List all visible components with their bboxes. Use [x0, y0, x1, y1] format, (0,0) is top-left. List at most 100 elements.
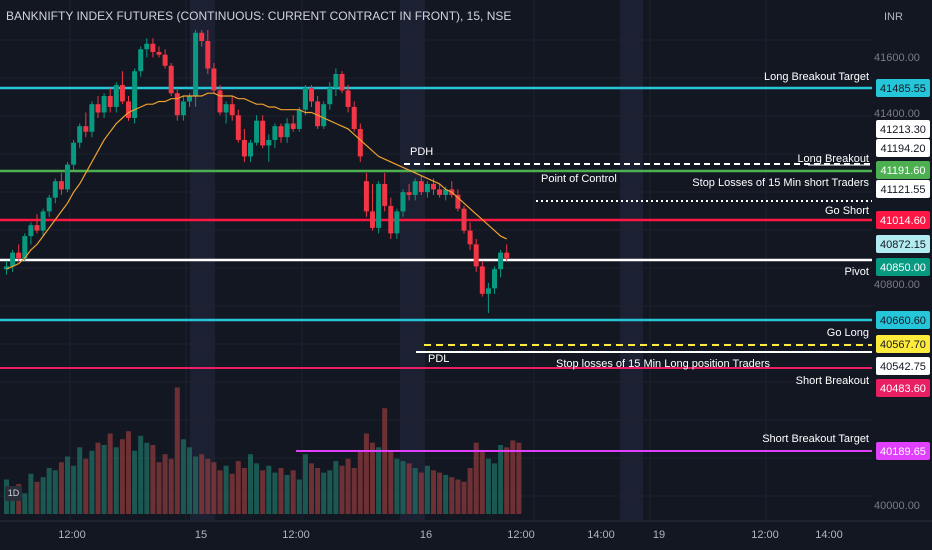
candle-body: [162, 54, 168, 66]
volume-bar: [309, 463, 314, 514]
volume-bar: [199, 454, 205, 514]
candlesticks: [4, 30, 510, 314]
volume-bar: [119, 439, 125, 514]
price-tick-label: 41400.00: [874, 108, 920, 120]
volume-bar: [321, 472, 327, 514]
currency-label: INR: [884, 11, 903, 23]
candle-body: [321, 104, 327, 127]
candle-body: [388, 205, 394, 234]
candle-body: [193, 32, 199, 96]
volume-bar: [443, 474, 449, 514]
candle-body: [278, 126, 284, 138]
price-axis: 41600.00 41400.00 40800.00 40000.00 41485.55…: [873, 0, 932, 520]
candle-body: [339, 73, 345, 91]
volume-bar: [187, 447, 192, 514]
candle-body: [168, 65, 174, 94]
candle-body: [180, 101, 186, 116]
volume-bar: [388, 451, 394, 514]
volume-bar: [406, 463, 412, 514]
volume-bar: [217, 470, 223, 514]
candle-body: [52, 181, 58, 198]
volume-bar: [229, 473, 235, 514]
candle-body: [254, 120, 260, 143]
candle-body: [46, 197, 52, 212]
candle-body: [485, 288, 491, 294]
volume-bar: [516, 442, 522, 514]
price-tag: [876, 357, 930, 375]
price-tick-label: 41600.00: [874, 52, 920, 64]
candle-body: [223, 104, 229, 113]
price-tag: [876, 258, 930, 276]
level-label: Go Long: [827, 327, 869, 339]
volume-bar: [254, 463, 260, 514]
candle-body: [370, 211, 375, 228]
volume-bar: [101, 445, 107, 514]
volume-bar: [278, 468, 284, 514]
time-tick-label: 12:00: [751, 529, 779, 541]
volume-bar: [211, 462, 217, 514]
candle-body: [101, 95, 107, 113]
candle-body: [235, 115, 241, 140]
level-label: Stop Losses of 15 Min short Traders: [692, 177, 869, 189]
price-tag-label: 40483.60: [880, 383, 926, 395]
candle-body: [144, 43, 150, 50]
volume-bar: [77, 447, 83, 514]
volume-bar: [113, 447, 119, 514]
candle-body: [187, 95, 192, 102]
volume-bar: [174, 387, 180, 514]
volume-bar: [498, 445, 504, 514]
volume-bar: [394, 458, 400, 514]
price-tag: [876, 211, 930, 229]
candle-body: [461, 208, 467, 231]
price-tag: [876, 235, 930, 253]
symbol-title: BANKNIFTY INDEX FUTURES (CONTINUOUS: CUR…: [6, 9, 512, 23]
volume-bar: [144, 442, 150, 514]
candle-body: [260, 120, 266, 146]
volume-bar: [180, 439, 186, 514]
time-tick-label: 16: [420, 529, 432, 541]
volume-bar: [296, 479, 302, 514]
candle-body: [504, 252, 510, 259]
candle-body: [22, 236, 28, 259]
volume-bar: [418, 472, 424, 514]
candle-body: [272, 126, 278, 140]
price-tag: [876, 120, 930, 138]
candle-body: [199, 32, 205, 41]
volume-bar: [223, 465, 229, 514]
candle-body: [315, 101, 321, 127]
interval-badge[interactable]: 1D: [5, 486, 22, 501]
level-label: Go Short: [825, 205, 869, 217]
price-tag: [876, 79, 930, 97]
time-tick-label: 12:00: [507, 529, 535, 541]
candle-body: [71, 142, 77, 165]
annotation-label: Point of Control: [541, 173, 617, 185]
level-lines: [0, 86, 872, 452]
volume-bar: [65, 456, 70, 514]
candle-body: [138, 49, 144, 72]
time-tick-label: 14:00: [815, 529, 843, 541]
volume-bar: [46, 468, 52, 514]
candle-body: [302, 87, 308, 110]
level-labels: Long Breakout Target Long Breakout Stop Lo…: [556, 71, 870, 445]
volume-bar: [339, 465, 345, 514]
volume-bar: [479, 450, 485, 514]
volume-bars: [4, 387, 522, 514]
candle-body: [479, 266, 485, 294]
volume-bar: [327, 470, 333, 514]
candle-body: [357, 128, 363, 157]
price-tag-label: 41121.55: [880, 184, 925, 196]
volume-bar: [22, 493, 28, 514]
price-tag: [876, 139, 930, 157]
candle-body: [333, 73, 339, 88]
volume-bar: [156, 462, 162, 514]
volume-bar: [235, 461, 241, 514]
volume-bar: [492, 463, 497, 514]
candle-body: [83, 126, 89, 132]
volume-bar: [95, 442, 101, 514]
volume-bar: [431, 470, 436, 514]
volume-bar: [241, 468, 247, 514]
candle-body: [455, 194, 461, 209]
candle-body: [467, 230, 473, 245]
time-tick-label: 12:00: [282, 529, 310, 541]
